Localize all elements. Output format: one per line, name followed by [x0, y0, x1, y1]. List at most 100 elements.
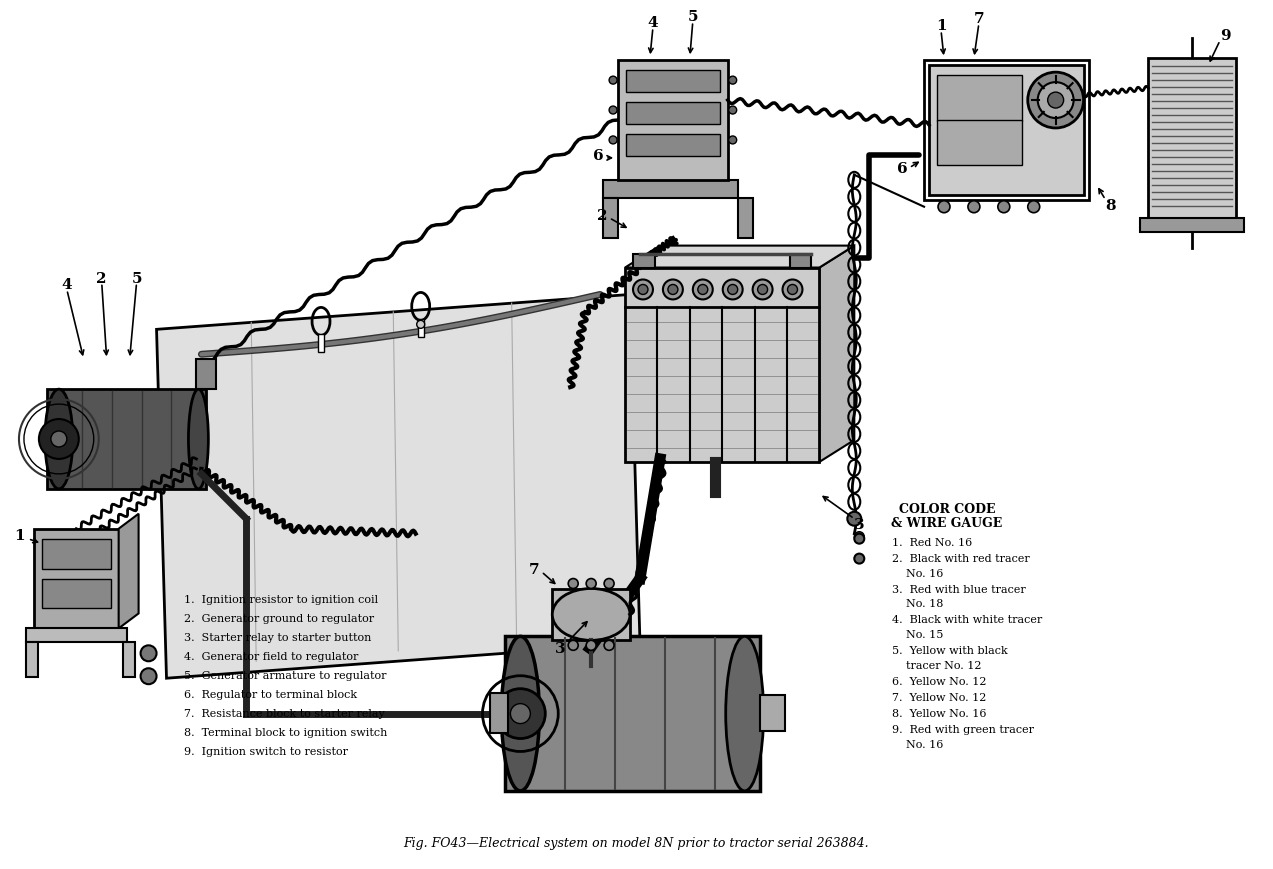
Bar	[505, 637, 760, 791]
Bar	[789, 255, 811, 269]
Circle shape	[638, 285, 648, 295]
Circle shape	[967, 202, 980, 214]
Text: 1.  Red No. 16: 1. Red No. 16	[892, 537, 973, 547]
Ellipse shape	[726, 637, 764, 791]
Text: 4: 4	[648, 17, 658, 30]
Text: 5: 5	[687, 10, 698, 24]
Text: 8: 8	[1105, 198, 1116, 213]
Text: 6.  Yellow No. 12: 6. Yellow No. 12	[892, 676, 987, 687]
Circle shape	[663, 280, 682, 300]
Bar	[25, 642, 38, 678]
Text: 4: 4	[61, 278, 73, 292]
Circle shape	[140, 668, 157, 685]
Circle shape	[698, 285, 708, 295]
Polygon shape	[118, 514, 139, 628]
Bar	[937, 76, 1022, 122]
Text: 3: 3	[555, 641, 565, 655]
Circle shape	[728, 77, 737, 85]
Bar	[418, 320, 424, 338]
Circle shape	[1048, 93, 1064, 109]
Circle shape	[728, 107, 737, 115]
Ellipse shape	[45, 389, 73, 489]
Bar	[924, 61, 1088, 201]
Text: 6: 6	[593, 149, 603, 163]
Bar	[122, 642, 135, 678]
Bar	[1141, 218, 1244, 232]
Bar	[196, 360, 216, 389]
Text: 4.  Black with white tracer: 4. Black with white tracer	[892, 614, 1043, 625]
Circle shape	[668, 285, 677, 295]
Text: 6: 6	[897, 162, 908, 176]
Circle shape	[39, 420, 79, 460]
Circle shape	[608, 136, 617, 145]
Text: 7: 7	[530, 562, 540, 576]
Circle shape	[854, 532, 864, 542]
Circle shape	[586, 579, 596, 589]
Polygon shape	[625, 246, 854, 269]
Bar	[1148, 59, 1236, 218]
Circle shape	[757, 285, 768, 295]
Bar	[737, 198, 752, 238]
Text: 5: 5	[131, 271, 141, 285]
Circle shape	[728, 136, 737, 145]
Text: 2: 2	[97, 271, 107, 285]
Bar	[603, 181, 737, 198]
Text: tracer No. 12: tracer No. 12	[892, 660, 981, 671]
Text: 7: 7	[974, 12, 984, 26]
Text: 9.  Red with green tracer: 9. Red with green tracer	[892, 724, 1034, 734]
Text: 1: 1	[936, 19, 946, 33]
Bar	[760, 695, 784, 731]
Bar	[626, 103, 719, 125]
Bar	[318, 335, 325, 353]
Text: 8.  Terminal block to ignition switch: 8. Terminal block to ignition switch	[185, 727, 388, 737]
Text: 3.  Red with blue tracer: 3. Red with blue tracer	[892, 584, 1026, 594]
Text: 7.  Resistance block to starter relay: 7. Resistance block to starter relay	[185, 708, 386, 719]
Bar	[633, 255, 654, 269]
Bar	[42, 539, 111, 569]
Text: 2: 2	[597, 209, 607, 222]
Circle shape	[723, 280, 742, 300]
Text: 5.  Yellow with black: 5. Yellow with black	[892, 646, 1008, 655]
Bar	[937, 121, 1022, 166]
Circle shape	[608, 77, 617, 85]
Bar	[490, 693, 508, 733]
Circle shape	[568, 640, 578, 651]
Bar	[34, 529, 118, 628]
Circle shape	[495, 689, 545, 739]
Circle shape	[416, 321, 425, 329]
Bar	[625, 269, 820, 462]
Circle shape	[586, 640, 596, 651]
Text: 1.  Ignition resistor to ignition coil: 1. Ignition resistor to ignition coil	[185, 594, 378, 605]
Circle shape	[633, 280, 653, 300]
Circle shape	[510, 704, 531, 724]
Text: 9.  Ignition switch to resistor: 9. Ignition switch to resistor	[185, 746, 349, 756]
Text: 3: 3	[854, 517, 864, 531]
Bar	[929, 66, 1083, 196]
Text: 9: 9	[1220, 30, 1231, 43]
Circle shape	[854, 534, 864, 544]
Circle shape	[998, 202, 1009, 214]
Text: 3.  Starter relay to starter button: 3. Starter relay to starter button	[185, 633, 372, 642]
Bar	[619, 61, 728, 181]
Text: No. 15: No. 15	[892, 630, 943, 640]
Circle shape	[1027, 202, 1040, 214]
Text: 2.  Generator ground to regulator: 2. Generator ground to regulator	[185, 614, 374, 624]
Circle shape	[568, 579, 578, 589]
Bar	[603, 198, 619, 238]
Text: 5.  Generator armature to regulator: 5. Generator armature to regulator	[185, 671, 387, 680]
Circle shape	[1027, 73, 1083, 129]
Circle shape	[938, 202, 950, 214]
Polygon shape	[157, 295, 640, 679]
Circle shape	[608, 107, 617, 115]
Bar	[626, 135, 719, 156]
Bar	[626, 71, 719, 93]
Text: 1: 1	[15, 528, 25, 542]
Circle shape	[788, 285, 797, 295]
Ellipse shape	[188, 389, 209, 489]
Text: 6.  Regulator to terminal block: 6. Regulator to terminal block	[185, 689, 358, 700]
Circle shape	[693, 280, 713, 300]
Circle shape	[848, 512, 862, 526]
Text: & WIRE GAUGE: & WIRE GAUGE	[891, 516, 1003, 529]
Circle shape	[854, 554, 864, 564]
Circle shape	[51, 432, 66, 448]
